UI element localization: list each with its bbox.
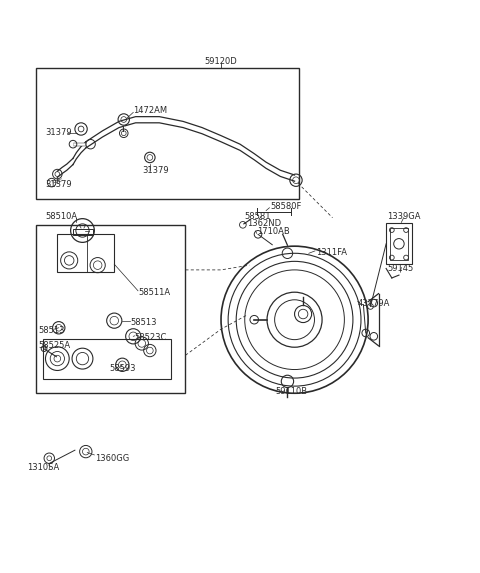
Text: 43779A: 43779A <box>358 299 390 308</box>
Text: 1362ND: 1362ND <box>247 219 281 229</box>
Text: 31379: 31379 <box>46 179 72 189</box>
Bar <box>36 225 185 393</box>
Bar <box>57 234 114 272</box>
Text: 59145: 59145 <box>387 264 413 273</box>
Text: 58525A: 58525A <box>38 342 71 350</box>
Text: 58581: 58581 <box>245 212 271 221</box>
Text: 58593: 58593 <box>109 364 136 372</box>
Bar <box>390 227 408 260</box>
Text: 1339GA: 1339GA <box>387 212 420 221</box>
Bar <box>43 339 171 379</box>
Text: 31379: 31379 <box>143 166 169 175</box>
Text: 1311FA: 1311FA <box>316 248 347 257</box>
Text: 58523C: 58523C <box>135 333 167 342</box>
Bar <box>36 68 300 199</box>
Text: 59120D: 59120D <box>204 57 238 66</box>
Text: 58511A: 58511A <box>138 288 170 297</box>
Text: 1710AB: 1710AB <box>257 227 289 237</box>
Text: 58580F: 58580F <box>271 202 302 211</box>
Text: 59110B: 59110B <box>276 387 308 397</box>
Text: 58513: 58513 <box>38 325 65 335</box>
Text: 58513: 58513 <box>130 317 156 327</box>
Text: 1360GG: 1360GG <box>96 454 130 463</box>
Text: 1310SA: 1310SA <box>27 463 60 472</box>
Bar <box>386 223 412 264</box>
Text: 31379: 31379 <box>46 128 72 137</box>
Bar <box>73 229 93 236</box>
Text: 58510A: 58510A <box>46 212 78 221</box>
Text: 1472AM: 1472AM <box>133 107 168 115</box>
